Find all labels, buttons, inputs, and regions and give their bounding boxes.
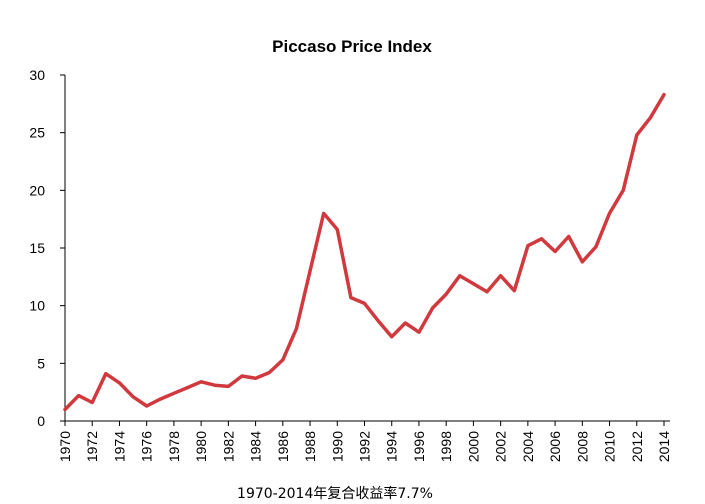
data-point	[376, 319, 380, 323]
x-tick-label: 1992	[357, 431, 373, 462]
y-tick-label: 0	[37, 413, 45, 429]
data-point	[526, 244, 530, 248]
y-tick-label: 10	[29, 298, 45, 314]
data-point	[77, 394, 81, 398]
chart-caption: 1970-2014年复合收益率7.7%	[237, 485, 433, 502]
data-point	[254, 376, 258, 380]
data-point	[431, 306, 435, 310]
data-point	[63, 408, 67, 411]
x-tick-label: 1972	[84, 431, 100, 462]
x-tick-label: 1988	[302, 431, 318, 462]
data-point	[172, 391, 176, 395]
y-tick-label: 5	[37, 355, 45, 371]
data-point	[403, 321, 407, 325]
data-point	[553, 250, 557, 253]
data-point	[608, 211, 611, 215]
x-tick-label: 1990	[329, 431, 345, 462]
data-point	[186, 386, 189, 390]
series-layer	[63, 92, 666, 412]
data-point	[131, 395, 135, 399]
x-tick-label: 2008	[574, 431, 590, 462]
data-point	[294, 327, 298, 331]
data-point	[240, 374, 244, 378]
series-line	[63, 92, 666, 412]
data-point	[648, 116, 652, 120]
y-tick-label: 20	[29, 182, 45, 198]
x-tick-label: 1982	[220, 431, 236, 462]
y-tick-label: 15	[29, 240, 45, 256]
x-tick-label: 2012	[629, 431, 645, 462]
data-point	[281, 358, 285, 362]
data-point	[444, 292, 448, 296]
data-point	[226, 384, 230, 388]
x-tick-label: 1980	[193, 431, 209, 462]
data-point	[662, 93, 666, 97]
data-point	[458, 274, 462, 278]
data-point	[621, 188, 625, 192]
data-point	[567, 235, 571, 238]
data-point	[580, 260, 584, 264]
data-point	[390, 335, 394, 339]
data-point	[499, 274, 503, 278]
x-tick-label: 1994	[384, 431, 400, 462]
data-point	[417, 330, 421, 334]
x-tick-label: 1998	[438, 431, 454, 462]
data-point	[145, 404, 149, 408]
x-tick-label: 2000	[465, 431, 481, 462]
x-axis-ticks: 1970 1972 1974 1976 1978 1980 1982 1984 1986 1988…	[57, 421, 672, 462]
data-point	[540, 237, 543, 241]
data-point	[635, 133, 639, 137]
data-point	[308, 269, 312, 273]
data-point	[199, 380, 203, 384]
data-point	[485, 290, 489, 294]
y-axis-ticks: 0 5 10 15 20 25 30	[29, 67, 65, 429]
chart-title: Piccaso Price Index	[272, 37, 432, 56]
y-tick-label: 30	[29, 67, 45, 83]
x-tick-label: 1978	[166, 431, 182, 462]
data-point	[349, 296, 353, 300]
y-tick-label: 25	[29, 125, 45, 141]
x-tick-label: 1976	[139, 431, 155, 462]
data-point	[512, 289, 516, 293]
data-point	[104, 372, 108, 376]
data-point	[594, 245, 598, 249]
data-point	[213, 383, 217, 387]
x-tick-label: 1986	[275, 431, 291, 462]
data-point	[267, 371, 271, 375]
data-point	[322, 211, 326, 215]
data-point	[335, 228, 339, 231]
x-tick-label: 1996	[411, 431, 427, 462]
data-point	[118, 381, 121, 385]
x-tick-label: 2002	[493, 431, 509, 462]
data-point	[471, 282, 475, 286]
x-tick-label: 2014	[656, 431, 672, 462]
data-point	[90, 401, 94, 404]
x-tick-label: 2004	[520, 431, 536, 462]
data-point	[363, 301, 366, 305]
x-tick-label: 2006	[547, 431, 563, 462]
x-tick-label: 1974	[111, 431, 127, 462]
x-tick-label: 1970	[57, 431, 73, 462]
x-tick-label: 1984	[248, 431, 264, 462]
data-point	[158, 397, 162, 401]
x-tick-label: 2010	[602, 431, 618, 462]
